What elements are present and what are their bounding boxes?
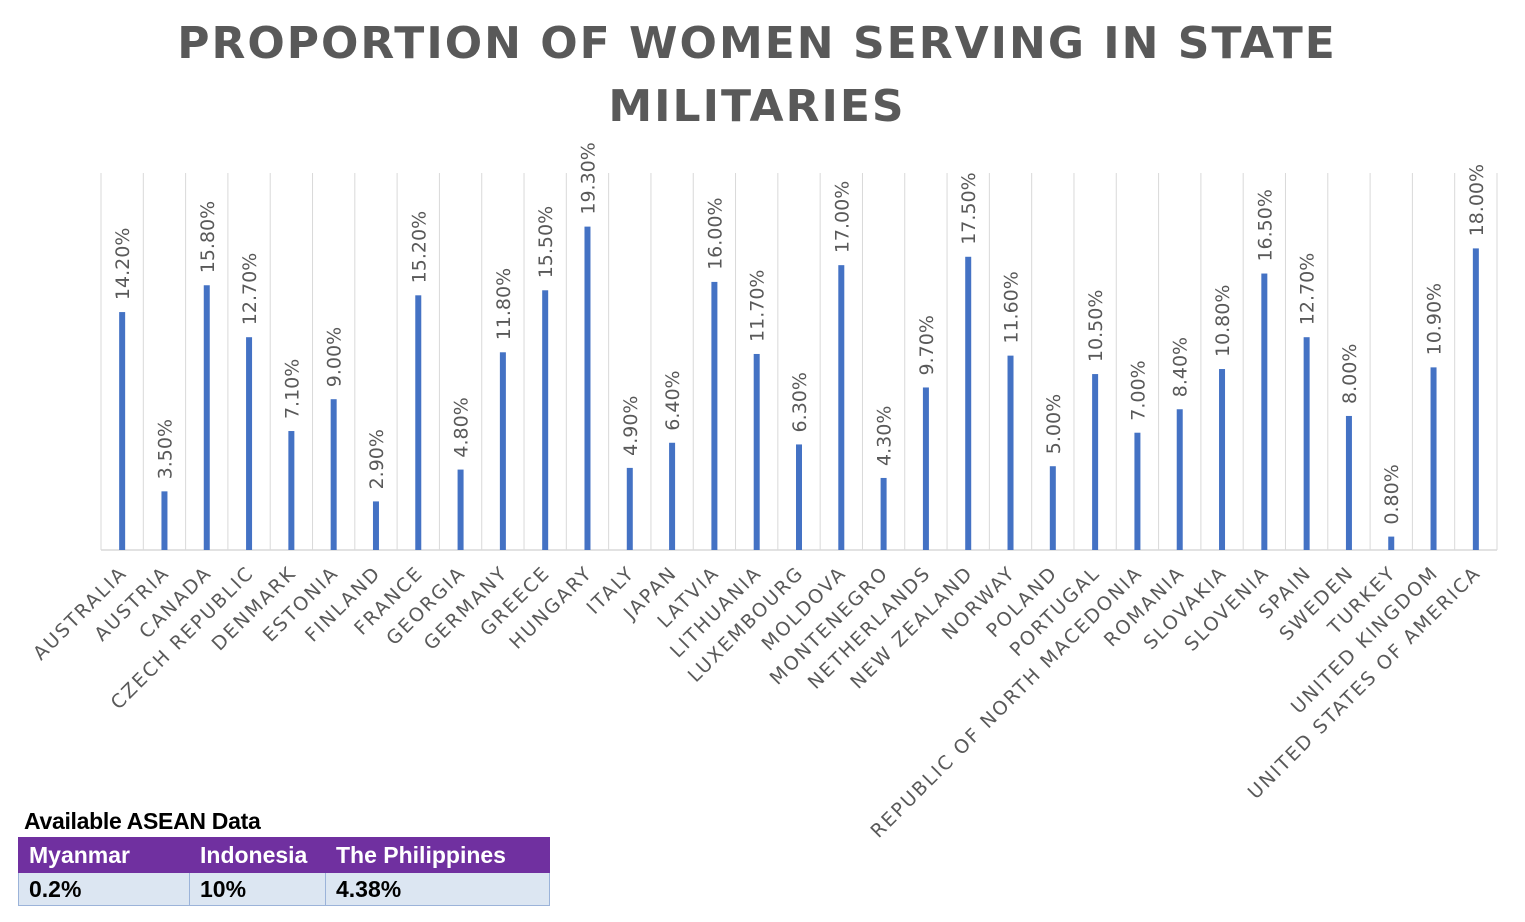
bar-italy [626, 467, 633, 550]
asean-value-row: 0.2% 10% 4.38% [18, 872, 550, 906]
data-label-united-states-of-america: 18.00% [1466, 164, 1488, 236]
asean-header-indonesia: Indonesia [189, 837, 326, 873]
bar-latvia [711, 281, 718, 550]
data-label-portugal: 10.50% [1085, 290, 1107, 362]
bar-poland [1049, 466, 1056, 550]
bar-japan [669, 442, 676, 550]
chart-title-line-1: PROPORTION OF WOMEN SERVING IN STATE [177, 18, 1337, 69]
gridlines [100, 173, 1498, 551]
bar-slovakia [1219, 369, 1226, 550]
bar-luxembourg [796, 444, 802, 550]
data-label-sweden: 8.00% [1339, 344, 1361, 404]
data-label-canada: 15.80% [197, 201, 219, 273]
bar-spain [1303, 337, 1310, 550]
data-label-poland: 5.00% [1043, 394, 1065, 454]
data-label-greece: 15.50% [535, 206, 557, 278]
bar-norway [1007, 355, 1014, 550]
data-label-denmark: 7.10% [281, 359, 303, 419]
data-label-germany: 11.80% [493, 268, 515, 340]
chart-title-line-2: MILITARIES [608, 81, 905, 132]
data-label-republic-of-north-macedonia: 7.00% [1127, 360, 1149, 420]
data-label-turkey: 0.80% [1381, 464, 1403, 524]
bar-france [415, 295, 422, 550]
data-label-france: 15.20% [408, 211, 430, 283]
data-label-montenegro: 4.30% [874, 406, 896, 466]
bar-canada [203, 285, 210, 550]
bar-united-kingdom [1430, 367, 1437, 550]
bar-sweden [1345, 415, 1352, 550]
bar-hungary [584, 226, 591, 550]
bar-germany [499, 352, 506, 550]
bar-georgia [457, 469, 464, 550]
bar-turkey [1388, 536, 1395, 550]
data-label-georgia: 4.80% [451, 397, 473, 457]
asean-panel: Available ASEAN Data Myanmar Indonesia T… [18, 808, 558, 906]
data-label-united-kingdom: 10.90% [1424, 283, 1446, 355]
bar-united-states-of-america [1472, 248, 1479, 550]
data-label-norway: 11.60% [1001, 271, 1023, 343]
data-label-moldova: 17.00% [831, 181, 853, 253]
asean-table-title: Available ASEAN Data [24, 808, 261, 834]
data-label-netherlands: 9.70% [916, 315, 938, 375]
data-label-estonia: 9.00% [324, 327, 346, 387]
asean-value-philippines: 4.38% [325, 872, 550, 906]
data-label-italy: 4.90% [620, 396, 642, 456]
data-label-austria: 3.50% [154, 419, 176, 479]
asean-value-myanmar: 0.2% [18, 872, 190, 906]
bar-slovenia [1261, 273, 1268, 550]
data-label-czech-republic: 12.70% [239, 253, 261, 325]
bar-new-zealand [965, 256, 972, 550]
data-label-romania: 8.40% [1170, 337, 1192, 397]
bar-romania [1176, 409, 1183, 550]
bar-czech-republic [246, 337, 253, 550]
bar-montenegro [880, 477, 887, 550]
bar-australia [119, 312, 126, 550]
data-label-luxembourg: 6.30% [789, 372, 811, 432]
asean-header-myanmar: Myanmar [18, 837, 190, 873]
bar-moldova [838, 265, 845, 550]
asean-value-indonesia: 10% [189, 872, 326, 906]
data-label-australia: 14.20% [112, 228, 134, 300]
bar-austria [161, 491, 168, 550]
data-label-new-zealand: 17.50% [958, 172, 980, 244]
bar-netherlands [922, 387, 929, 550]
bar-portugal [1092, 374, 1099, 550]
data-labels: 14.20% 3.50% 15.80% 12.70% 7.10% 9.00% 2.90% 15… [112, 142, 1488, 524]
data-label-hungary: 19.30% [577, 142, 599, 214]
bar-lithuania [753, 353, 760, 550]
bar-estonia [330, 399, 337, 550]
data-label-slovenia: 16.50% [1254, 189, 1276, 261]
asean-header-philippines: The Philippines [325, 837, 550, 873]
bar-finland [372, 501, 379, 550]
data-label-japan: 6.40% [662, 370, 684, 430]
bar-greece [542, 290, 549, 550]
data-label-finland: 2.90% [366, 429, 388, 489]
data-label-lithuania: 11.70% [747, 270, 769, 342]
asean-header-row: Myanmar Indonesia The Philippines [18, 837, 550, 873]
bars [119, 226, 1479, 550]
data-label-spain: 12.70% [1297, 253, 1319, 325]
bar-denmark [288, 431, 295, 550]
bar-republic-of-north-macedonia [1134, 432, 1141, 550]
data-label-slovakia: 10.80% [1212, 285, 1234, 357]
asean-table: Myanmar Indonesia The Philippines 0.2% 1… [18, 837, 550, 906]
data-label-latvia: 16.00% [704, 197, 726, 269]
